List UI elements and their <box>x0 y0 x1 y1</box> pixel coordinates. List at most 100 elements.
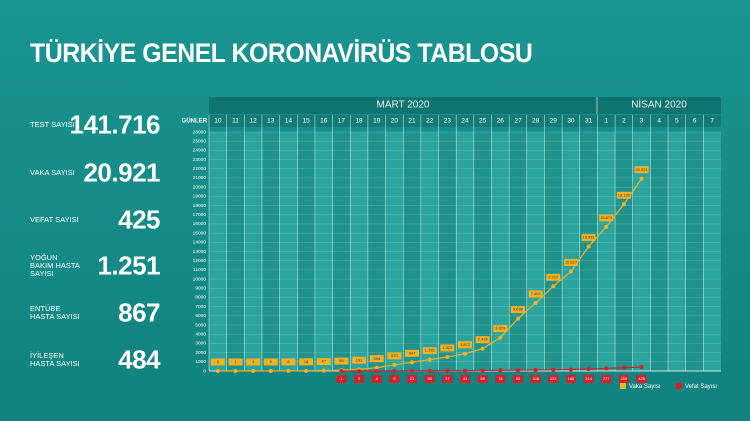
label-box <box>407 375 418 383</box>
y-tick-label: 19000 <box>193 194 207 200</box>
data-label: 2.433 <box>478 337 489 342</box>
data-point <box>463 351 467 356</box>
stat-value: 141.716 <box>69 109 161 140</box>
data-label: 37 <box>445 376 450 381</box>
data-point <box>321 368 326 373</box>
data-label: 947 <box>409 350 416 355</box>
x-tick-label: 14 <box>285 118 293 125</box>
data-point <box>268 368 273 373</box>
data-point <box>551 284 556 289</box>
data-label: 98 <box>339 358 344 363</box>
data-label: 5.698 <box>513 307 524 312</box>
data-point <box>551 367 556 372</box>
legend-swatch <box>620 383 626 389</box>
label-box <box>581 234 596 242</box>
data-point <box>498 368 503 373</box>
data-label: 1 <box>252 359 255 364</box>
stat-label: TEST SAYISI <box>30 120 75 129</box>
data-label: 18 <box>304 359 309 364</box>
label-box <box>475 336 490 344</box>
data-point <box>233 368 238 373</box>
data-label: 92 <box>516 376 521 381</box>
stat-label: YOĞUN BAKIM HASTA SAYISI <box>30 253 80 278</box>
data-point <box>515 316 520 321</box>
data-label: 47 <box>322 359 327 364</box>
data-point <box>533 300 538 305</box>
label-box <box>316 358 331 366</box>
x-tick-label: 31 <box>585 118 593 125</box>
data-label: 59 <box>480 376 485 381</box>
data-label: 30 <box>427 376 432 381</box>
y-tick-label: 8000 <box>195 295 206 301</box>
x-tick-label: 23 <box>444 118 452 125</box>
x-tick-label: 25 <box>479 118 487 125</box>
label-box <box>618 375 629 383</box>
month-header <box>209 97 721 114</box>
data-label: 356 <box>621 376 628 381</box>
data-point <box>286 368 291 373</box>
label-box <box>634 166 649 174</box>
stat-value: 867 <box>118 297 160 328</box>
data-label: 1 <box>340 376 343 381</box>
x-tick-label: 2 <box>622 118 626 125</box>
data-label: 15.679 <box>600 215 613 220</box>
y-tick-label: 15000 <box>193 230 207 236</box>
y-tick-label: 23000 <box>193 157 207 163</box>
label-box <box>510 306 525 314</box>
data-label: 4 <box>376 376 379 381</box>
y-tick-label: 12000 <box>193 258 207 264</box>
stat: ENTÜBE HASTA SAYISI 867 <box>30 293 160 333</box>
data-point <box>568 367 573 372</box>
label-box <box>583 375 594 383</box>
x-tick-label: 17 <box>338 118 346 125</box>
label-box <box>334 357 349 365</box>
label-box <box>336 375 347 383</box>
stat-value: 1.251 <box>97 250 160 281</box>
data-point <box>586 367 591 372</box>
label-box <box>246 358 261 366</box>
stat-value: 484 <box>118 344 160 375</box>
data-label: 191 <box>356 357 363 362</box>
data-label: 131 <box>550 376 557 381</box>
data-point <box>480 346 485 351</box>
y-tick-label: 6000 <box>195 313 206 319</box>
x-tick-label: 24 <box>461 118 469 125</box>
data-label: 277 <box>603 376 610 381</box>
data-label: 1.236 <box>425 348 436 353</box>
label-box <box>460 375 470 383</box>
data-label: 20.921 <box>635 167 648 172</box>
data-label: 214 <box>585 376 592 381</box>
stat-label: İYİLEŞEN HASTA SAYISI <box>30 351 80 368</box>
x-tick-label: 30 <box>567 118 575 125</box>
data-label: 5 <box>270 359 273 364</box>
label-box <box>495 375 506 383</box>
data-label: 44 <box>463 376 468 381</box>
x-tick-label: 19 <box>373 118 381 125</box>
legend-label: Vaka Sayısı <box>629 384 661 390</box>
data-point <box>533 368 538 373</box>
y-tick-label: 24000 <box>193 148 207 154</box>
stat: VAKA SAYISI 20.921 <box>30 153 160 193</box>
data-point <box>392 368 397 373</box>
label-box <box>422 347 437 355</box>
y-tick-label: 25000 <box>193 138 207 144</box>
x-tick-label: 16 <box>320 118 328 125</box>
label-box <box>405 349 420 357</box>
label-box <box>440 344 455 352</box>
data-point <box>215 369 220 373</box>
data-point <box>445 354 450 359</box>
stat: VEFAT SAYISI 425 <box>30 200 160 240</box>
y-tick-label: 5000 <box>195 322 206 328</box>
y-tick-label: 2000 <box>195 350 206 356</box>
x-tick-label: 26 <box>497 118 505 125</box>
y-tick-label: 1000 <box>195 359 206 365</box>
data-point <box>410 360 415 365</box>
label-box <box>512 375 523 383</box>
y-tick-label: 22000 <box>193 166 207 172</box>
data-label: 425 <box>638 376 645 381</box>
x-tick-label: 20 <box>391 118 399 125</box>
x-axis-label: GÜNLER <box>182 118 208 125</box>
data-point <box>621 365 626 370</box>
